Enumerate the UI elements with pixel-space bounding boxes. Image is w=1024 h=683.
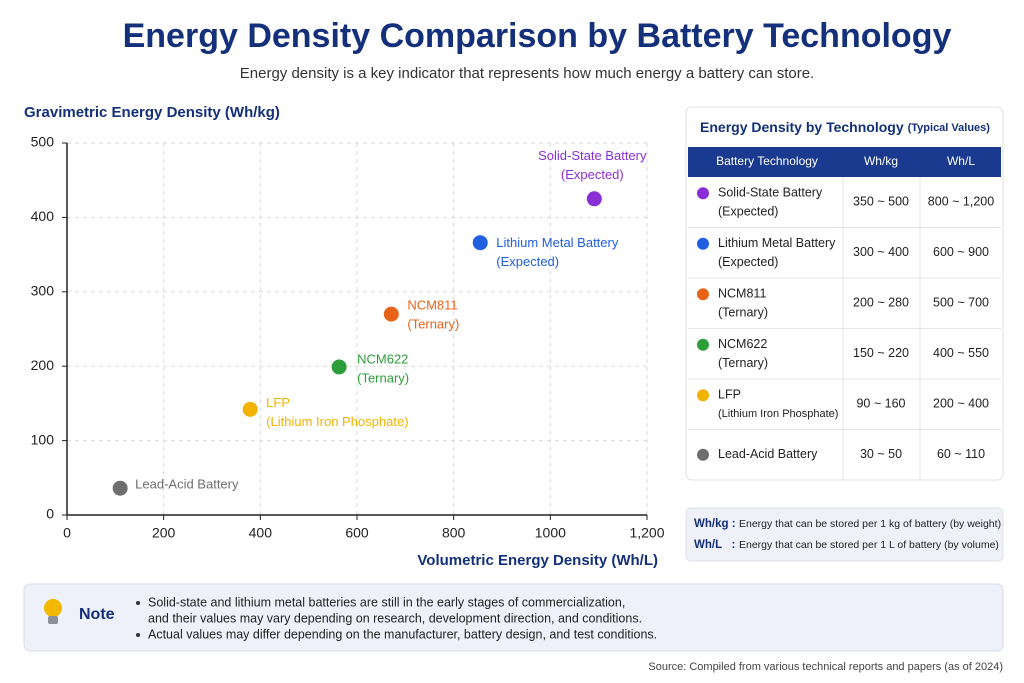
data-point	[472, 235, 488, 251]
row-name: Lead-Acid Battery	[718, 447, 818, 461]
cell: 150 ~ 220	[853, 346, 909, 360]
point-sublabel: (Lithium Iron Phosphate)	[266, 414, 408, 429]
row-sub: (Ternary)	[718, 356, 768, 370]
point-sublabel: (Expected)	[561, 167, 624, 182]
column-header: Wh/kg	[864, 154, 898, 168]
table-title-note: (Typical Values)	[908, 122, 991, 134]
bullet	[136, 633, 140, 637]
data-point	[112, 480, 128, 496]
column-header: Battery Technology	[716, 154, 818, 168]
data-point	[586, 191, 602, 207]
row-dot	[697, 389, 709, 402]
data-point	[331, 359, 347, 375]
row-sub: (Lithium Iron Phosphate)	[718, 408, 838, 420]
y-tick-label: 500	[31, 134, 55, 150]
row-dot	[697, 338, 709, 351]
row-dot	[697, 187, 709, 200]
definition-term: Wh/L :	[694, 539, 735, 551]
bullet	[136, 601, 140, 605]
cell: 600 ~ 900	[933, 245, 989, 259]
table-header	[688, 147, 1001, 177]
cell: 90 ~ 160	[856, 397, 905, 411]
x-axis-title: Volumetric Energy Density (Wh/L)	[417, 552, 658, 569]
y-tick-label: 100	[31, 431, 55, 447]
cell: 500 ~ 700	[933, 296, 989, 310]
point-sublabel: (Ternary)	[407, 317, 459, 332]
subtitle: Energy density is a key indicator that r…	[240, 65, 814, 82]
row-name: LFP	[718, 388, 741, 402]
row-dot	[697, 288, 709, 301]
definition-term: Wh/kg :	[694, 518, 736, 530]
table-panel	[685, 106, 1004, 481]
y-tick-label: 0	[46, 506, 54, 522]
column-header: Wh/L	[947, 154, 975, 168]
cell: 400 ~ 550	[933, 346, 989, 360]
x-tick-label: 400	[249, 525, 273, 541]
note-text: Actual values may differ depending on th…	[148, 627, 657, 641]
cell: 300 ~ 400	[853, 245, 909, 259]
note-label: Note	[79, 606, 115, 623]
data-point	[242, 401, 258, 417]
x-tick-label: 1,200	[629, 525, 664, 541]
point-label: NCM811	[407, 298, 457, 313]
row-dot	[697, 237, 709, 250]
note-text: Solid-state and lithium metal batteries …	[148, 595, 625, 609]
cell: 800 ~ 1,200	[928, 195, 994, 209]
point-sublabel: (Ternary)	[357, 370, 409, 385]
y-tick-label: 200	[31, 357, 55, 373]
row-name: NCM811	[718, 287, 766, 301]
row-dot	[697, 448, 709, 461]
definition-text: Energy that can be stored per 1 kg of ba…	[739, 518, 1001, 530]
row-name: Lithium Metal Battery	[718, 236, 836, 250]
cell: 60 ~ 110	[937, 447, 985, 461]
note-panel	[23, 583, 1004, 652]
point-label: Lead-Acid Battery	[135, 477, 239, 492]
point-label: NCM622	[357, 351, 408, 366]
point-label: Solid-State Battery	[538, 148, 647, 163]
row-sub: (Expected)	[718, 255, 778, 269]
note-text: and their values may vary depending on r…	[148, 611, 642, 625]
x-tick-label: 0	[63, 525, 71, 541]
point-label: LFP	[266, 395, 290, 410]
x-tick-label: 600	[345, 525, 369, 541]
source: Source: Compiled from various technical …	[648, 661, 1003, 673]
title: Energy Density Comparison by Battery Tec…	[123, 17, 952, 55]
x-tick-label: 200	[152, 525, 176, 541]
table-title-text: Energy Density by Technology	[700, 119, 904, 135]
row-sub: (Expected)	[718, 205, 778, 219]
y-axis-title: Gravimetric Energy Density (Wh/kg)	[24, 104, 280, 121]
point-label: Lithium Metal Battery	[496, 235, 619, 250]
y-tick-label: 300	[31, 283, 55, 299]
x-tick-label: 1000	[535, 525, 566, 541]
row-name: NCM622	[718, 337, 767, 351]
cell: 200 ~ 400	[933, 397, 989, 411]
definition-text: Energy that can be stored per 1 L of bat…	[739, 539, 999, 551]
row-name: Solid-State Battery	[718, 186, 823, 200]
y-tick-label: 400	[31, 208, 55, 224]
data-point	[383, 306, 399, 322]
bulb-icon	[44, 599, 62, 624]
x-tick-label: 800	[442, 525, 466, 541]
definitions-panel	[685, 507, 1004, 562]
cell: 350 ~ 500	[853, 195, 909, 209]
point-sublabel: (Expected)	[496, 254, 559, 269]
row-sub: (Ternary)	[718, 306, 768, 320]
cell: 30 ~ 50	[860, 447, 902, 461]
cell: 200 ~ 280	[853, 296, 909, 310]
table-title: Energy Density by Technology (Typical Val…	[700, 119, 990, 135]
